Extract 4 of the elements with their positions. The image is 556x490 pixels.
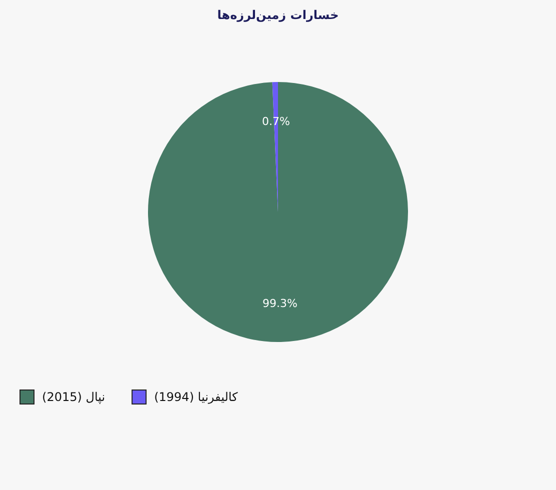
legend-label: نپال (2015) <box>42 390 106 404</box>
chart-title: خسارات زمین‌لرزه‌ها <box>217 8 339 22</box>
data-label: 99.3% <box>262 296 298 310</box>
legend-label: کالیفرنیا (1994) <box>154 390 238 404</box>
